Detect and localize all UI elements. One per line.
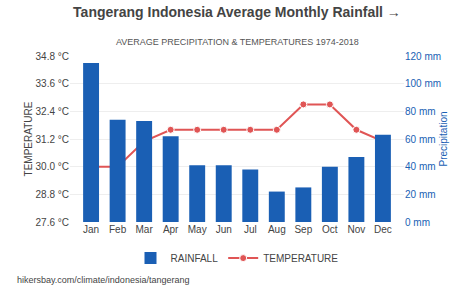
svg-text:Aug: Aug xyxy=(268,224,286,235)
svg-text:Dec: Dec xyxy=(374,224,392,235)
svg-text:hikersbay.com/climate/indonesi: hikersbay.com/climate/indonesia/tangeran… xyxy=(17,275,189,285)
svg-text:100 mm: 100 mm xyxy=(405,78,441,89)
svg-text:RAINFALL: RAINFALL xyxy=(171,253,219,264)
svg-text:120 mm: 120 mm xyxy=(405,51,441,62)
svg-text:0 mm: 0 mm xyxy=(405,217,430,228)
svg-text:20 mm: 20 mm xyxy=(405,189,436,200)
svg-text:Jan: Jan xyxy=(83,224,99,235)
svg-text:AVERAGE PRECIPITATION & TEMPER: AVERAGE PRECIPITATION & TEMPERATURES 197… xyxy=(116,37,359,47)
svg-text:33.6 °C: 33.6 °C xyxy=(36,78,69,89)
svg-text:Feb: Feb xyxy=(109,224,127,235)
svg-text:May: May xyxy=(188,224,207,235)
svg-text:Oct: Oct xyxy=(322,224,338,235)
svg-text:TEMPERATURE: TEMPERATURE xyxy=(23,101,34,176)
svg-text:Apr: Apr xyxy=(163,224,179,235)
svg-text:Nov: Nov xyxy=(347,224,365,235)
svg-text:27.6 °C: 27.6 °C xyxy=(36,217,69,228)
svg-text:34.8 °C: 34.8 °C xyxy=(36,51,69,62)
svg-text:60 mm: 60 mm xyxy=(405,134,436,145)
svg-text:28.8 °C: 28.8 °C xyxy=(36,189,69,200)
svg-text:Mar: Mar xyxy=(136,224,154,235)
svg-text:40 mm: 40 mm xyxy=(405,161,436,172)
svg-text:80 mm: 80 mm xyxy=(405,106,436,117)
svg-text:31.2 °C: 31.2 °C xyxy=(36,134,69,145)
svg-text:Jun: Jun xyxy=(216,224,232,235)
svg-text:32.4 °C: 32.4 °C xyxy=(36,106,69,117)
svg-text:Sep: Sep xyxy=(294,224,312,235)
svg-text:Tangerang Indonesia Average Mo: Tangerang Indonesia Average Monthly Rain… xyxy=(73,4,401,20)
svg-text:Precipitation: Precipitation xyxy=(438,111,449,166)
svg-text:Jul: Jul xyxy=(244,224,257,235)
svg-text:TEMPERATURE: TEMPERATURE xyxy=(263,253,338,264)
svg-text:30.0 °C: 30.0 °C xyxy=(36,161,69,172)
